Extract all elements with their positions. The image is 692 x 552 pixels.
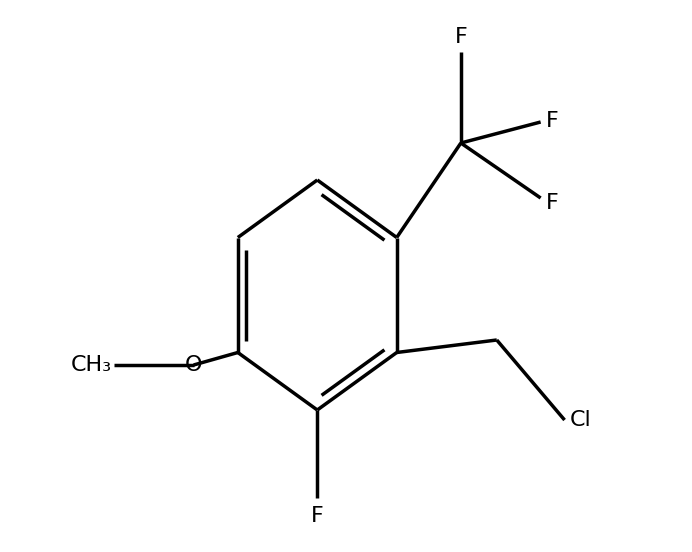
Text: O: O xyxy=(185,355,202,375)
Text: F: F xyxy=(546,111,559,131)
Text: F: F xyxy=(311,506,324,526)
Text: CH₃: CH₃ xyxy=(71,355,111,375)
Text: F: F xyxy=(546,193,559,213)
Text: Cl: Cl xyxy=(570,410,591,430)
Text: F: F xyxy=(455,27,467,47)
